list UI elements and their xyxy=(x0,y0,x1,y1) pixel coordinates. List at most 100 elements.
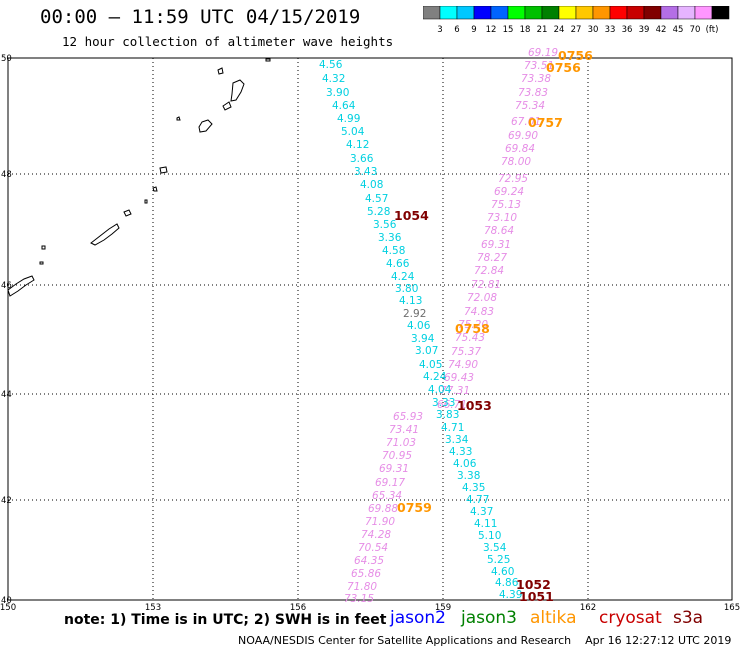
map-subtitle: 12 hour collection of altimeter wave hei… xyxy=(62,34,394,49)
swh-label-altika: 72.08 xyxy=(467,292,497,304)
swh-label-cryosat: 4.60 xyxy=(491,566,514,578)
swh-label-altika: 78.00 xyxy=(501,156,531,168)
swh-label-altika: 69.84 xyxy=(505,143,535,155)
swh-label-cryosat: 3.43 xyxy=(354,166,377,178)
swh-label-cryosat: 4.11 xyxy=(474,518,497,530)
swh-label-altika: 69.24 xyxy=(494,186,524,198)
swh-label-altika: 70.54 xyxy=(358,542,388,554)
swh-label-altika: 78.64 xyxy=(484,225,514,237)
swh-label-cryosat: 3.94 xyxy=(411,333,435,345)
legend-label: 15 xyxy=(503,25,514,35)
credit-line: NOAA/NESDIS Center for Satellite Applica… xyxy=(238,634,732,647)
legend-label: 36 xyxy=(622,25,633,35)
pass-time-s3a: 1051 xyxy=(519,589,554,604)
swh-label-altika: 69.31 xyxy=(481,239,511,251)
swh-label-cryosat: 3.34 xyxy=(445,434,469,446)
swh-label-cryosat: 4.56 xyxy=(319,59,343,71)
swh-label-cryosat: 4.71 xyxy=(441,422,464,434)
swh-label-cryosat: 4.08 xyxy=(360,179,383,191)
map-grid xyxy=(8,58,732,600)
map-frame xyxy=(7,57,733,601)
swh-label-cryosat: 4.57 xyxy=(365,193,388,205)
swh-label-cryosat: 3.33 xyxy=(432,397,455,409)
swh-label-cryosat: 4.05 xyxy=(419,359,442,371)
lon-tick-label: 165 xyxy=(724,603,740,610)
swh-label-altika: 73.51 xyxy=(524,60,554,72)
swh-label-cryosat: 3.90 xyxy=(326,87,349,99)
swh-label-cryosat: 3.83 xyxy=(436,409,459,421)
swh-label-cryosat: 4.13 xyxy=(399,295,422,307)
lat-tick-label: 46 xyxy=(1,281,12,291)
legend-label: 70 xyxy=(690,25,701,35)
swh-label-altika: 73.83 xyxy=(518,87,548,99)
swh-label-cryosat: 3.38 xyxy=(457,470,480,482)
swh-label-cryosat: 5.10 xyxy=(478,530,501,542)
swh-label-altika: 75.20 xyxy=(458,319,488,331)
swh-label-altika: 73.41 xyxy=(389,424,419,436)
swh-label-cryosat: 4.24 xyxy=(423,371,447,383)
swh-label-cryosat: 4.37 xyxy=(470,506,493,518)
swh-label-cryosat: 3.56 xyxy=(373,219,397,231)
legend-label: 6 xyxy=(454,25,459,35)
lat-tick-label: 40 xyxy=(1,596,12,606)
legend-label: 45 xyxy=(673,25,684,35)
swh-label-cryosat: 3.07 xyxy=(415,345,438,357)
swh-label-cryosat: 4.32 xyxy=(322,73,345,85)
swh-label-altika: 69.88 xyxy=(368,503,398,515)
swh-label-cryosat: 3.54 xyxy=(483,542,507,554)
swh-label-altika: 75.13 xyxy=(491,199,521,211)
swh-label-altika: 71.03 xyxy=(386,437,416,449)
lon-tick-label: 153 xyxy=(145,603,161,610)
swh-label-cryosat: 3.80 xyxy=(395,283,418,295)
swh-label-cryosat: 3.36 xyxy=(378,232,402,244)
swh-label-altika: 69.19 xyxy=(528,47,558,59)
swh-label-altika: 71.90 xyxy=(365,516,395,528)
legend-label: 18 xyxy=(520,25,531,35)
lat-tick-label: 48 xyxy=(1,170,12,180)
swh-label-altika: 70.95 xyxy=(382,450,412,462)
legend-label: 39 xyxy=(639,25,650,35)
lon-tick-label: 159 xyxy=(435,603,451,610)
swh-label-altika: 69.17 xyxy=(375,477,405,489)
swh-label-altika: 72.81 xyxy=(471,279,501,291)
swh-label-cryosat: 4.58 xyxy=(382,245,405,257)
legend-swatch xyxy=(711,6,730,20)
lat-tick-label: 42 xyxy=(1,496,12,506)
mission-label-jason2: jason2 xyxy=(390,608,446,628)
swh-label-altika: 72.84 xyxy=(474,265,504,277)
swh-label-altika: 65.34 xyxy=(372,490,402,502)
swh-label-cryosat: 5.25 xyxy=(487,554,510,566)
swh-label-cryosat: 5.28 xyxy=(367,206,390,218)
swh-label-cryosat: 5.04 xyxy=(341,126,365,138)
swh-label-altika: 74.28 xyxy=(361,529,391,541)
color-legend: 3 6 9 12 15 18 21 24 27 30 33 36 39 42 45 70 (ft) xyxy=(423,6,730,35)
legend-label: 30 xyxy=(588,25,599,35)
land-outline xyxy=(7,58,271,297)
swh-label-cryosat: 4.35 xyxy=(462,482,485,494)
swh-label-altika: 73.15 xyxy=(344,593,374,605)
swh-label-altika: 71.80 xyxy=(347,581,377,593)
swh-label-altika: 73.38 xyxy=(521,73,551,85)
legend-label: 24 xyxy=(554,25,565,35)
swh-label-cryosat: 3.66 xyxy=(350,153,374,165)
swh-label-cryosat: 4.99 xyxy=(337,113,360,125)
lon-tick-label: 162 xyxy=(580,603,596,610)
pass-time-altika: 0756 xyxy=(558,48,593,63)
swh-label-altika: 67.01 xyxy=(511,116,541,128)
pass-time-s3a: 1054 xyxy=(394,208,429,223)
swh-label-altika: 72.95 xyxy=(498,173,528,185)
mission-label-s3a: s3a xyxy=(673,608,704,628)
mission-label-altika: altika xyxy=(530,608,577,628)
pass-time-altika: 0759 xyxy=(397,500,432,515)
swh-label-cryosat: 4.77 xyxy=(466,494,489,506)
lon-tick-label: 156 xyxy=(290,603,306,610)
legend-label: 21 xyxy=(537,25,548,35)
lat-tick-label: 44 xyxy=(1,390,12,400)
pass-time-altika: 0757 xyxy=(528,115,563,130)
legend-label: 33 xyxy=(605,25,616,35)
swh-label-altika: 75.34 xyxy=(515,100,545,112)
swh-label-cryosat: 4.33 xyxy=(449,446,472,458)
legend-label: 3 xyxy=(437,25,442,35)
swh-label-altika: 74.83 xyxy=(464,306,494,318)
swh-label-altika: 75.43 xyxy=(455,332,485,344)
